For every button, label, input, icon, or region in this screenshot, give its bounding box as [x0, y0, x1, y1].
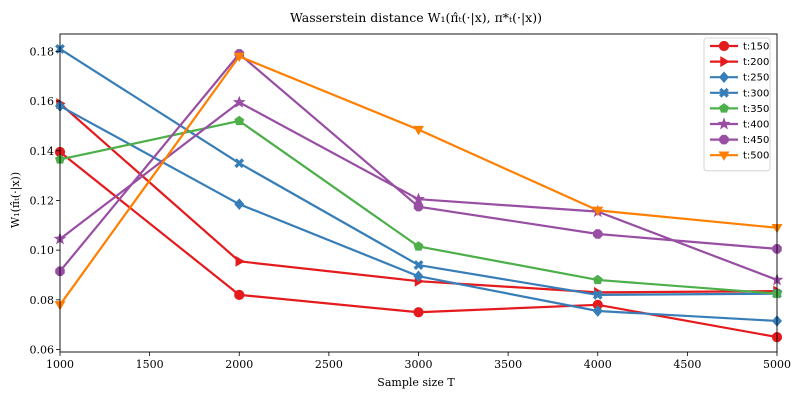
series-line	[59, 55, 778, 306]
legend-item: t:350	[710, 103, 769, 115]
data-point	[234, 115, 245, 126]
legend-marker	[718, 71, 730, 84]
data-point	[234, 289, 245, 300]
legend-label: t:300	[743, 88, 769, 99]
data-point	[232, 95, 246, 108]
y-tick-label: 0.18	[30, 45, 55, 58]
y-tick-label: 0.10	[30, 244, 55, 257]
legend-marker	[719, 103, 729, 113]
legend-marker	[719, 134, 729, 145]
series-t-350	[55, 115, 782, 298]
legend-item: t:450	[710, 134, 769, 146]
x-axis-label: Sample size T	[377, 376, 455, 389]
legend-item: t:500	[710, 151, 769, 162]
legend-label: t:400	[743, 120, 769, 131]
legend-marker	[719, 87, 729, 98]
series-t-450	[55, 49, 782, 277]
y-tick-label: 0.14	[30, 145, 55, 158]
legend-marker	[718, 40, 730, 52]
y-tick-label: 0.08	[30, 294, 55, 307]
y-tick-label: 0.06	[30, 344, 55, 357]
legend-item: t:150	[710, 40, 769, 53]
data-point	[592, 274, 603, 285]
data-point	[413, 307, 424, 318]
x-tick-label: 3500	[494, 358, 522, 371]
legend: t:150 t:200 t:250 t:300 t:350 t:400 t:450 t:500	[703, 37, 771, 172]
data-point	[413, 125, 424, 136]
legend-item: t:200	[710, 56, 769, 68]
series-line	[59, 105, 778, 323]
series-t-400	[53, 95, 784, 286]
legend-label: t:200	[743, 57, 769, 68]
data-point	[413, 260, 424, 270]
series-t-150	[54, 146, 783, 343]
data-point	[592, 289, 603, 300]
legend-marker	[718, 151, 730, 161]
x-tick-label: 1500	[136, 358, 164, 371]
y-axis-label: W₁(π̂ₜ(·|x))	[9, 172, 23, 228]
legend-label: t:150	[743, 42, 769, 53]
x-tick-label: 2500	[315, 358, 343, 371]
series-t-300	[55, 44, 782, 300]
data-point	[593, 229, 603, 239]
x-tick-label: 4000	[584, 358, 612, 371]
data-point	[592, 206, 604, 216]
data-point	[235, 255, 245, 267]
legend-item: t:300	[710, 87, 769, 99]
data-point	[413, 201, 424, 212]
legend-label: t:450	[743, 135, 769, 146]
data-point	[413, 270, 424, 283]
data-point	[234, 198, 245, 211]
data-point	[233, 52, 245, 62]
data-point	[413, 241, 424, 251]
data-point	[234, 158, 245, 169]
series-line	[59, 47, 778, 296]
x-tick-label: 4500	[673, 358, 701, 371]
data-point	[412, 192, 425, 205]
y-tick-label: 0.12	[30, 194, 55, 207]
legend-label: t:250	[743, 73, 769, 84]
data-point	[592, 305, 603, 317]
chart-title: Wasserstein distance W₁(π̂ₜ(·|x), π*ₜ(·|…	[290, 10, 542, 25]
legend-marker	[720, 56, 730, 68]
x-tick-label: 2000	[225, 358, 253, 371]
x-tick-label: 5000	[763, 358, 791, 371]
x-tick-label: 1000	[46, 358, 74, 371]
legend-label: t:500	[743, 151, 769, 162]
y-tick-label: 0.16	[30, 95, 55, 108]
series-t-250	[54, 100, 783, 327]
legend-item: t:250	[710, 71, 769, 84]
x-tick-label: 3000	[405, 358, 433, 371]
legend-label: t:350	[743, 104, 769, 115]
legend-item: t:400	[710, 117, 769, 131]
legend-marker	[717, 117, 731, 130]
